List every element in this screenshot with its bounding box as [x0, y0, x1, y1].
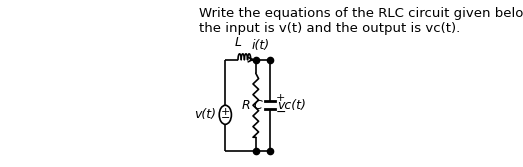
Text: C: C	[253, 99, 262, 112]
Text: the input is v(t) and the output is vc(t).: the input is v(t) and the output is vc(t…	[199, 23, 461, 35]
Text: Write the equations of the RLC circuit given below. Model with simulink blocks s: Write the equations of the RLC circuit g…	[199, 7, 523, 20]
Text: v(t): v(t)	[194, 108, 216, 121]
Text: R: R	[242, 99, 251, 112]
Text: i(t): i(t)	[252, 39, 269, 52]
Text: −: −	[276, 106, 287, 119]
Text: +: +	[276, 93, 286, 103]
Text: vc(t): vc(t)	[277, 99, 305, 112]
Text: L: L	[235, 36, 242, 49]
Text: +: +	[221, 107, 230, 117]
Text: −: −	[221, 113, 230, 123]
